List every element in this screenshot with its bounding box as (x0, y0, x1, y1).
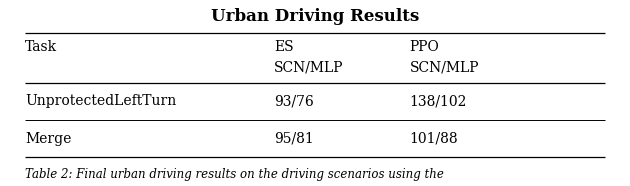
Text: 95/81: 95/81 (274, 132, 314, 146)
Text: Task: Task (25, 40, 57, 54)
Text: ES: ES (274, 40, 294, 54)
Text: Merge: Merge (25, 132, 72, 146)
Text: SCN/MLP: SCN/MLP (274, 61, 343, 75)
Text: UnprotectedLeftTurn: UnprotectedLeftTurn (25, 94, 176, 108)
Text: 138/102: 138/102 (410, 94, 467, 108)
Text: PPO: PPO (410, 40, 439, 54)
Text: Table 2: Final urban driving results on the driving scenarios using the: Table 2: Final urban driving results on … (25, 168, 444, 181)
Text: 101/88: 101/88 (410, 132, 458, 146)
Text: 93/76: 93/76 (274, 94, 314, 108)
Text: Urban Driving Results: Urban Driving Results (211, 8, 419, 25)
Text: SCN/MLP: SCN/MLP (410, 61, 479, 75)
